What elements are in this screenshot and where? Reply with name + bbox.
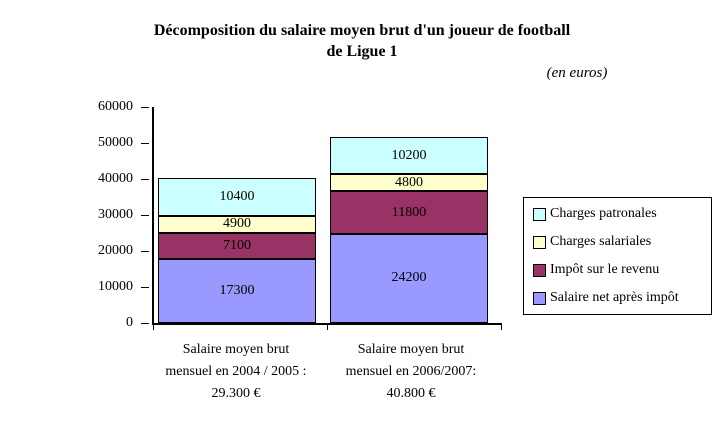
- chart-title-line-1: Décomposition du salaire moyen brut d'un…: [153, 22, 571, 39]
- y-axis-tick-mark: [141, 142, 149, 144]
- category-label-2004-2005: Salaire moyen brut mensuel en 2004 / 200…: [131, 339, 341, 405]
- legend-label: Charges patronales: [550, 206, 657, 221]
- bar-segment: 7100: [159, 234, 315, 260]
- legend-swatch-icon: [533, 235, 546, 249]
- y-axis-tick-mark: [141, 286, 149, 288]
- bar-segment-value-label: 10200: [391, 147, 427, 163]
- category-label-line: Salaire moyen brut: [182, 342, 290, 357]
- x-axis-tick-mark: [153, 325, 154, 330]
- plot-area: 10400 4900 7100 17300 10200 4800 11800 24200: [152, 107, 502, 325]
- y-axis-tick-label: 40000: [98, 171, 133, 186]
- y-axis-tick-mark: [141, 322, 149, 324]
- y-axis-tick-label: 50000: [98, 135, 133, 150]
- category-label-line: Salaire moyen brut: [357, 342, 465, 357]
- bar-segment: 4900: [159, 216, 315, 235]
- bar-segment: 11800: [331, 192, 487, 235]
- chart-subtitle: (en euros): [546, 65, 608, 81]
- bar-column: 10200 4800 11800 24200: [330, 137, 488, 323]
- category-label-line: 29.300 €: [211, 386, 261, 401]
- y-axis-tick-mark: [141, 250, 149, 252]
- y-axis-tick-label: 20000: [98, 243, 133, 258]
- y-axis-tick-mark: [141, 178, 149, 180]
- legend-swatch-icon: [533, 291, 546, 305]
- y-axis-tick-label: 10000: [98, 279, 133, 294]
- legend-label: Salaire net après impôt: [550, 290, 679, 305]
- category-label-line: mensuel en 2006/2007:: [345, 364, 477, 379]
- y-axis-tick-label: 0: [126, 315, 133, 330]
- bar-segment-value-label: 7100: [223, 237, 251, 253]
- x-axis-tick-mark: [501, 325, 502, 330]
- y-axis-tick-mark: [141, 214, 149, 216]
- legend-label: Impôt sur le revenu: [550, 262, 660, 277]
- y-axis-tick-label: 30000: [98, 207, 133, 222]
- chart-title-line-2: de Ligue 1: [326, 43, 398, 60]
- category-label-line: 40.800 €: [386, 386, 436, 401]
- chart-legend: Charges patronales Charges salariales Impô…: [523, 197, 712, 315]
- bar-segment-value-label: 10400: [219, 188, 255, 204]
- legend-swatch-icon: [533, 207, 546, 221]
- x-axis-tick-mark: [327, 325, 328, 330]
- legend-swatch-icon: [533, 263, 546, 277]
- legend-item: Impôt sur le revenu: [533, 256, 711, 284]
- bar-segment: 24200: [331, 234, 487, 322]
- category-label-line: mensuel en 2004 / 2005 :: [165, 364, 307, 379]
- category-label-2006-2007: Salaire moyen brut mensuel en 2006/2007:…: [306, 339, 516, 405]
- legend-label: Charges salariales: [550, 234, 652, 249]
- legend-item: Charges patronales: [533, 200, 711, 228]
- bar-segment-value-label: 11800: [391, 204, 427, 220]
- legend-item: Salaire net après impôt: [533, 284, 711, 312]
- chart-title: Décomposition du salaire moyen brut d'un…: [0, 20, 724, 62]
- bar-segment: 17300: [159, 259, 315, 322]
- bar-segment-value-label: 24200: [391, 270, 427, 286]
- bar-segment: 10200: [331, 138, 487, 176]
- y-axis-tick-label: 60000: [98, 99, 133, 114]
- legend-item: Charges salariales: [533, 228, 711, 256]
- bar-segment: 4800: [331, 175, 487, 193]
- bar-segment: 10400: [159, 179, 315, 217]
- bar-segment-value-label: 4900: [223, 216, 251, 232]
- bar-segment-value-label: 17300: [219, 282, 255, 298]
- bar-segment-value-label: 4800: [395, 175, 423, 190]
- bar-column: 10400 4900 7100 17300: [158, 178, 316, 323]
- y-axis-tick-mark: [141, 106, 149, 108]
